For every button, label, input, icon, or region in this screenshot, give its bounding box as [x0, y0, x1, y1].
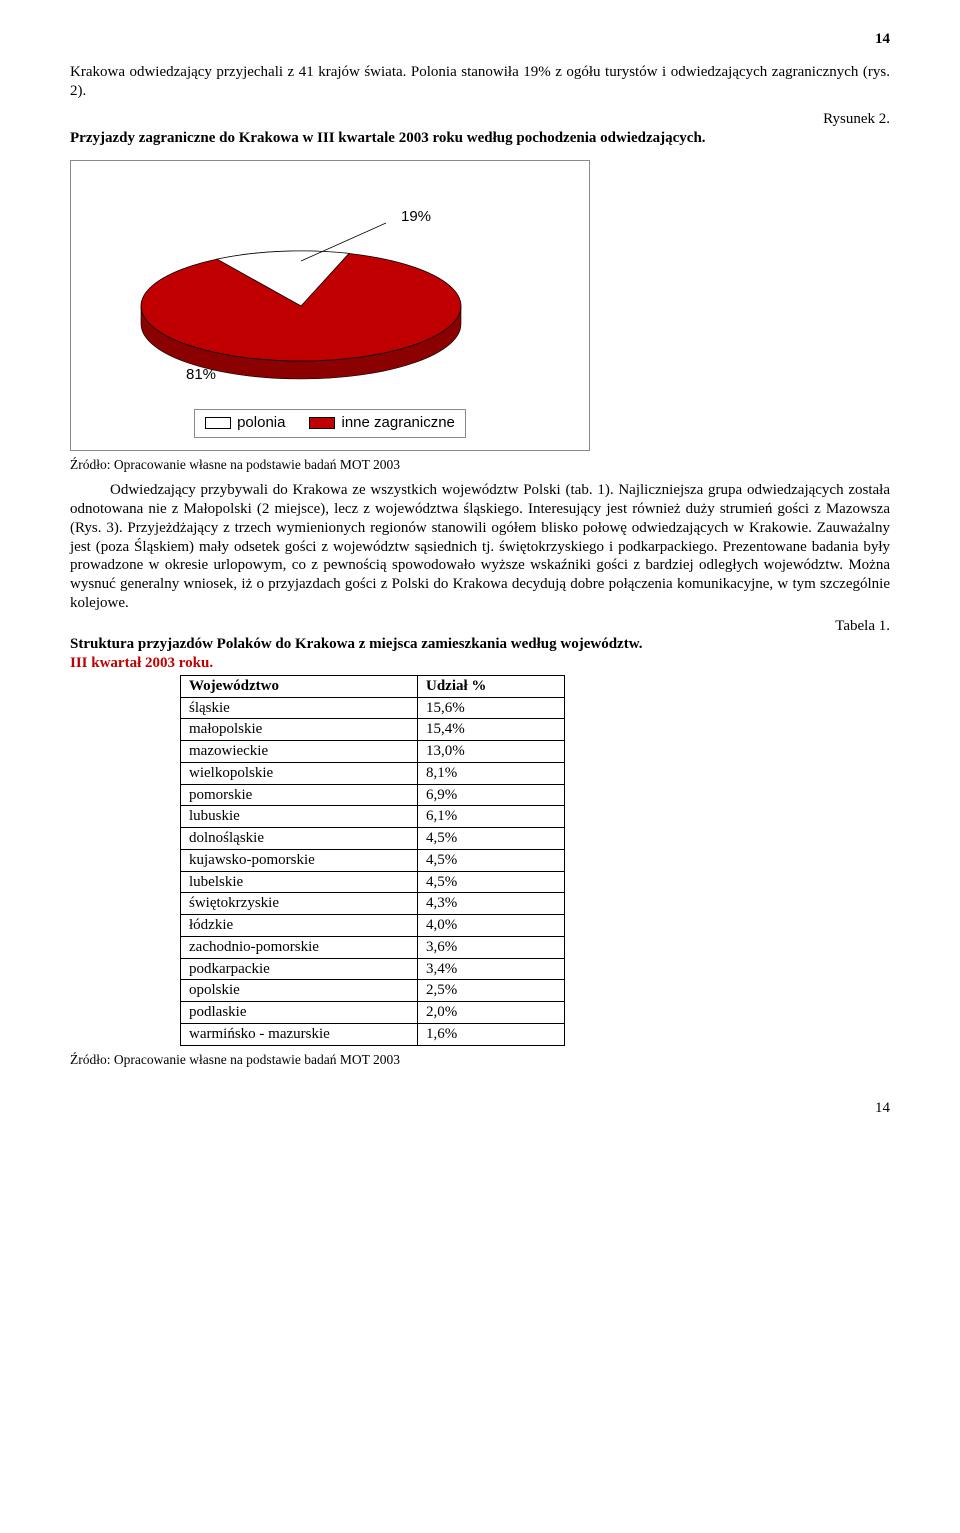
table-cell: zachodnio-pomorskie	[181, 936, 418, 958]
table-row: świętokrzyskie4,3%	[181, 893, 565, 915]
table-row: mazowieckie13,0%	[181, 741, 565, 763]
table-cell: 13,0%	[418, 741, 565, 763]
pie-label-81: 81%	[186, 366, 216, 381]
table-row: kujawsko-pomorskie4,5%	[181, 849, 565, 871]
table-header-cell: Udział %	[418, 675, 565, 697]
table-row: podlaskie2,0%	[181, 1002, 565, 1024]
document-page: 14 Krakowa odwiedzający przyjechali z 41…	[0, 0, 960, 1157]
table-cell: małopolskie	[181, 719, 418, 741]
table-row: lubuskie6,1%	[181, 806, 565, 828]
table-cell: wielkopolskie	[181, 762, 418, 784]
table-cell: 3,6%	[418, 936, 565, 958]
table-row: małopolskie15,4%	[181, 719, 565, 741]
table-cell: 4,5%	[418, 871, 565, 893]
legend-item: inne zagraniczne	[309, 414, 454, 433]
chart-source: Źródło: Opracowanie własne na podstawie …	[70, 457, 890, 474]
table-cell: podlaskie	[181, 1002, 418, 1024]
legend-label: inne zagraniczne	[341, 414, 454, 433]
table-cell: 1,6%	[418, 1023, 565, 1045]
table-label: Tabela 1.	[70, 617, 890, 636]
body-paragraph: Odwiedzający przybywali do Krakowa ze ws…	[70, 481, 890, 612]
table-cell: 4,5%	[418, 849, 565, 871]
table-cell: lubuskie	[181, 806, 418, 828]
table-cell: 15,6%	[418, 697, 565, 719]
table-cell: 4,3%	[418, 893, 565, 915]
table-row: opolskie2,5%	[181, 980, 565, 1002]
table-cell: mazowieckie	[181, 741, 418, 763]
table-cell: 4,0%	[418, 915, 565, 937]
table-cell: 2,0%	[418, 1002, 565, 1024]
table-cell: łódzkie	[181, 915, 418, 937]
table-header-row: Województwo Udział %	[181, 675, 565, 697]
pie-chart-container: 19% 81% polonia inne zagraniczne	[70, 160, 590, 451]
intro-paragraph: Krakowa odwiedzający przyjechali z 41 kr…	[70, 63, 890, 101]
table-cell: lubelskie	[181, 871, 418, 893]
voivodeship-table: Województwo Udział % śląskie15,6%małopol…	[180, 675, 565, 1046]
table-row: dolnośląskie4,5%	[181, 828, 565, 850]
figure-label: Rysunek 2.	[70, 110, 890, 129]
table-source: Źródło: Opracowanie własne na podstawie …	[70, 1052, 890, 1069]
table-header-cell: Województwo	[181, 675, 418, 697]
table-cell: 6,9%	[418, 784, 565, 806]
table-body: śląskie15,6%małopolskie15,4%mazowieckie1…	[181, 697, 565, 1045]
chart-legend: polonia inne zagraniczne	[194, 409, 466, 438]
table-cell: warmińsko - mazurskie	[181, 1023, 418, 1045]
page-number-bottom: 14	[70, 1099, 890, 1118]
legend-swatch-inne	[309, 417, 335, 429]
table-cell: 3,4%	[418, 958, 565, 980]
table-cell: śląskie	[181, 697, 418, 719]
legend-swatch-polonia	[205, 417, 231, 429]
table-row: podkarpackie3,4%	[181, 958, 565, 980]
table-row: śląskie15,6%	[181, 697, 565, 719]
table-row: lubelskie4,5%	[181, 871, 565, 893]
table-row: zachodnio-pomorskie3,6%	[181, 936, 565, 958]
figure-title: Przyjazdy zagraniczne do Krakowa w III k…	[70, 129, 890, 148]
table-cell: opolskie	[181, 980, 418, 1002]
table-cell: świętokrzyskie	[181, 893, 418, 915]
table-row: pomorskie6,9%	[181, 784, 565, 806]
table-cell: pomorskie	[181, 784, 418, 806]
table-subtitle: III kwartał 2003 roku.	[70, 654, 890, 673]
table-cell: 15,4%	[418, 719, 565, 741]
table-row: łódzkie4,0%	[181, 915, 565, 937]
table-cell: kujawsko-pomorskie	[181, 849, 418, 871]
table-row: warmińsko - mazurskie1,6%	[181, 1023, 565, 1045]
legend-item: polonia	[205, 414, 285, 433]
table-cell: podkarpackie	[181, 958, 418, 980]
table-title: Struktura przyjazdów Polaków do Krakowa …	[70, 635, 890, 654]
table-cell: 2,5%	[418, 980, 565, 1002]
legend-label: polonia	[237, 414, 285, 433]
table-cell: 6,1%	[418, 806, 565, 828]
table-subtitle-text: III kwartał 2003 roku.	[70, 655, 213, 671]
table-row: wielkopolskie8,1%	[181, 762, 565, 784]
page-number-top: 14	[70, 30, 890, 49]
pie-chart-svg: 19% 81%	[91, 181, 571, 381]
table-cell: dolnośląskie	[181, 828, 418, 850]
table-cell: 4,5%	[418, 828, 565, 850]
pie-label-19: 19%	[401, 208, 431, 225]
table-cell: 8,1%	[418, 762, 565, 784]
